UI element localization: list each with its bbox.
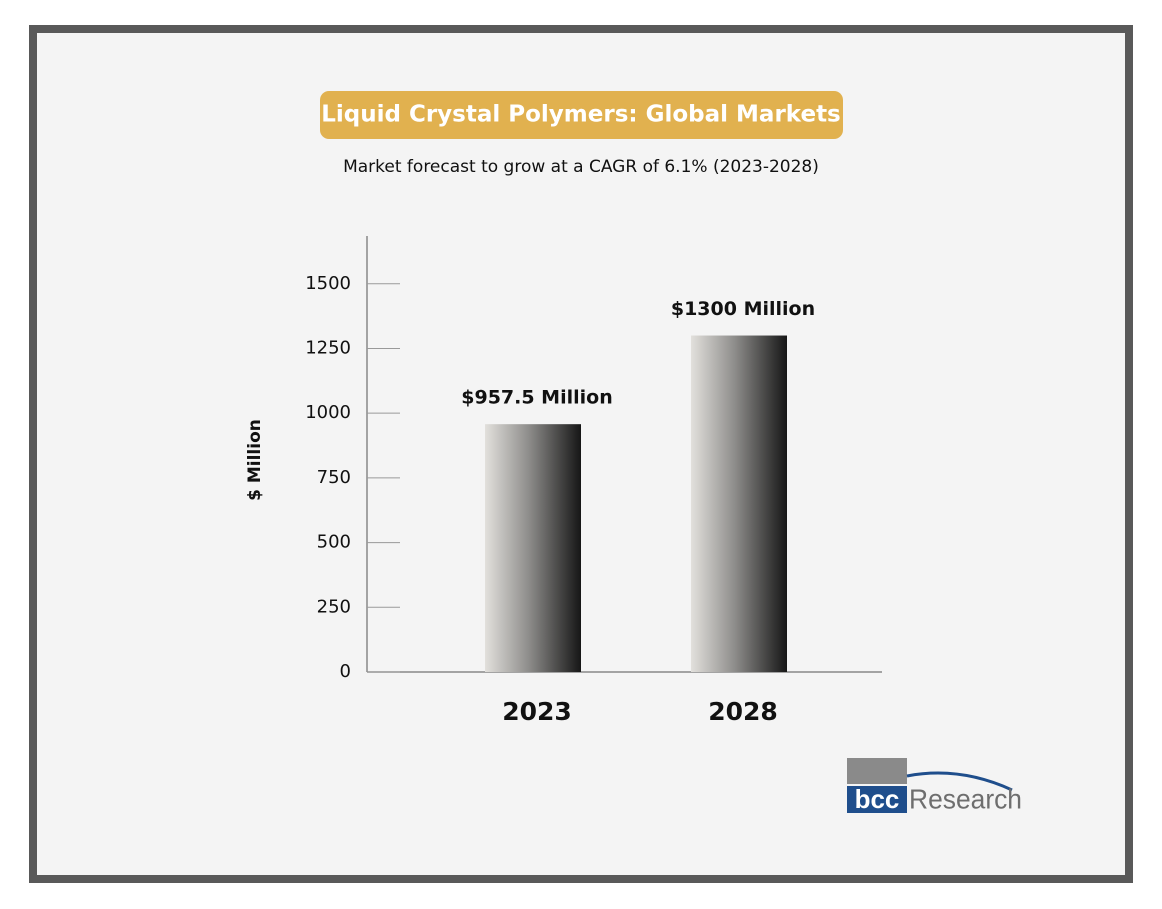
y-tick-label: 500 — [317, 532, 351, 553]
y-tick-label: 1500 — [305, 273, 351, 294]
bar — [691, 335, 787, 672]
logo-block — [847, 758, 907, 784]
value-label: $1300 Million — [671, 298, 815, 320]
y-tick-label: 1250 — [305, 337, 351, 358]
logo-mark: bcc — [855, 784, 900, 814]
logo-block — [847, 786, 907, 813]
logo-text: Research — [909, 783, 1022, 814]
y-tick-label: 250 — [317, 596, 351, 617]
y-tick-label: 0 — [340, 661, 351, 682]
x-tick-label: 2028 — [708, 697, 778, 726]
y-axis-label: $ Million — [245, 419, 265, 501]
chart-subtitle: Market forecast to grow at a CAGR of 6.1… — [343, 157, 819, 177]
x-tick-label: 2023 — [502, 697, 572, 726]
title-box — [320, 91, 843, 139]
y-tick-label: 750 — [317, 467, 351, 488]
value-label: $957.5 Million — [461, 387, 612, 409]
chart-title: Liquid Crystal Polymers: Global Markets — [321, 102, 841, 128]
y-tick-label: 1000 — [305, 402, 351, 423]
logo-swoosh — [906, 771, 1013, 792]
logo: bcc Research — [847, 758, 1022, 814]
bar — [485, 424, 581, 672]
